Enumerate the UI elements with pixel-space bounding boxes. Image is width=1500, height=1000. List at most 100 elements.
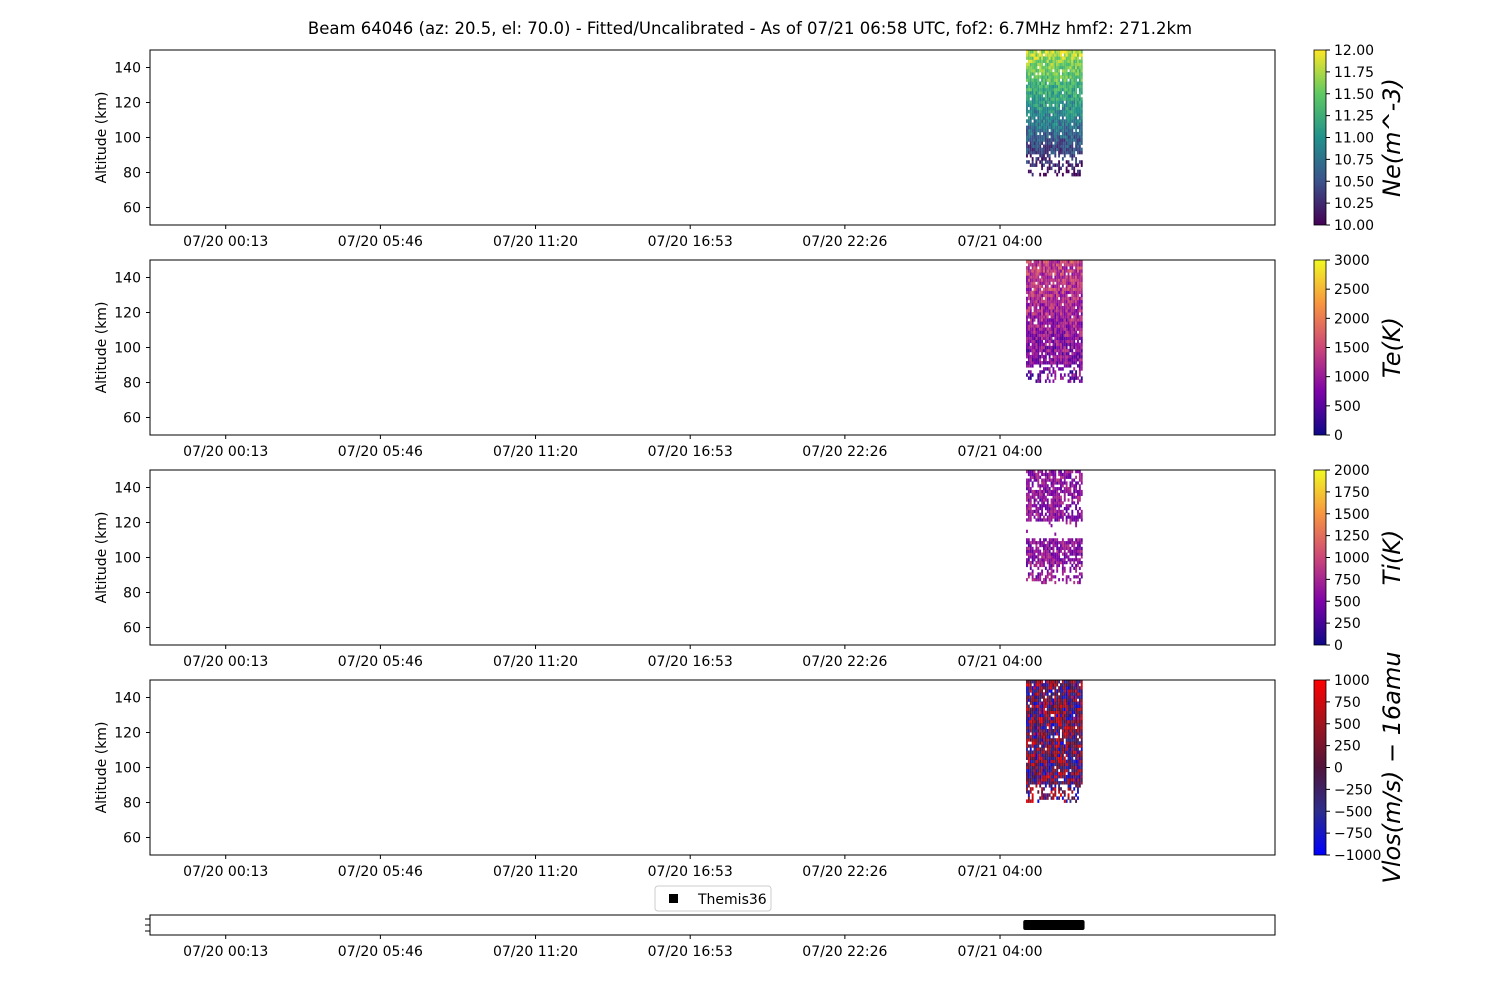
heatmap-cell <box>1078 558 1081 562</box>
heatmap-cell <box>1073 59 1076 63</box>
heatmap-cell <box>1035 358 1038 362</box>
heatmap-cell <box>1077 756 1079 761</box>
heatmap-cell <box>1037 312 1040 316</box>
heatmap-cell <box>1056 309 1059 313</box>
heatmap-cell <box>1052 312 1055 316</box>
heatmap-cell <box>1052 100 1055 104</box>
heatmap-cell <box>1043 538 1045 542</box>
heatmap-cell <box>1067 719 1070 724</box>
heatmap-cell <box>1046 275 1049 279</box>
heatmap-cell <box>1035 315 1038 319</box>
heatmap-cell <box>1044 698 1047 702</box>
heatmap-cell <box>1067 339 1070 344</box>
heatmap-cell <box>1054 710 1057 715</box>
heatmap-cell <box>1075 765 1078 770</box>
heatmap-cell <box>1029 290 1032 295</box>
heatmap-cell <box>1029 506 1032 511</box>
heatmap-cell <box>1031 771 1034 776</box>
heatmap-cell <box>1050 698 1053 702</box>
heatmap-cell <box>1078 781 1081 785</box>
heatmap-cell <box>1061 683 1064 687</box>
heatmap-cell <box>1069 361 1072 365</box>
heatmap-cell <box>1063 778 1066 782</box>
heatmap-cell <box>1063 713 1066 718</box>
heatmap-cell <box>1054 90 1057 95</box>
heatmap-cell <box>1048 309 1051 313</box>
heatmap-cell <box>1056 125 1059 130</box>
heatmap-cell <box>1058 144 1061 149</box>
heatmap-cell <box>1075 569 1078 573</box>
heatmap-cell <box>1043 518 1045 522</box>
heatmap-cell <box>1041 707 1044 712</box>
heatmap-cell <box>1061 741 1064 745</box>
heatmap-cell <box>1063 799 1066 803</box>
heatmap-cell <box>1063 272 1066 276</box>
heatmap-cell <box>1037 771 1040 776</box>
heatmap-cell <box>1033 281 1036 285</box>
heatmap-cell <box>1069 321 1072 325</box>
heatmap-cell <box>1041 90 1044 95</box>
heatmap-cell <box>1029 296 1032 301</box>
heatmap-cell <box>1065 719 1068 724</box>
heatmap-cell <box>1037 275 1040 279</box>
heatmap-cell <box>1061 330 1064 334</box>
heatmap-cell <box>1080 725 1083 730</box>
heatmap-cell <box>1037 515 1040 519</box>
heatmap-cell <box>1073 94 1076 98</box>
heatmap-cell <box>1063 747 1066 751</box>
heatmap-cell <box>1050 492 1053 496</box>
colorbar-label: Ti(K) <box>1378 530 1406 586</box>
heatmap-cell <box>1035 56 1038 60</box>
heatmap-cell <box>1071 299 1074 304</box>
heatmap-cell <box>1075 695 1078 699</box>
heatmap-cell <box>1069 778 1072 782</box>
heatmap-cell <box>1048 358 1051 362</box>
heatmap-cell <box>1052 287 1055 292</box>
heatmap-cell <box>1043 84 1045 89</box>
heatmap-cell <box>1073 778 1076 782</box>
heatmap-cell <box>1080 771 1083 776</box>
heatmap-cell <box>1050 759 1053 764</box>
colorbar-bar <box>1313 679 1327 856</box>
heatmap-cell <box>1071 147 1074 152</box>
heatmap-cell <box>1044 68 1047 73</box>
heatmap-cell <box>1031 122 1034 126</box>
heatmap-cell <box>1067 756 1070 761</box>
heatmap-cell <box>1054 336 1057 341</box>
heatmap-cell <box>1026 144 1028 149</box>
heatmap-cell <box>1058 59 1061 63</box>
heatmap-cell <box>1058 315 1061 319</box>
heatmap-cell <box>1061 689 1064 693</box>
heatmap-cell <box>1063 498 1066 502</box>
heatmap-cell <box>1052 370 1055 374</box>
heatmap-cell <box>1050 358 1053 362</box>
heatmap-cell <box>1075 68 1078 73</box>
heatmap-cell <box>1027 515 1030 519</box>
heatmap-cell <box>1052 296 1055 301</box>
heatmap-cell <box>1067 272 1070 276</box>
heatmap-cell <box>1043 315 1045 319</box>
heatmap-cell <box>1033 65 1036 70</box>
heatmap-cell <box>1060 774 1062 779</box>
heatmap-cell <box>1065 309 1068 313</box>
heatmap-cell <box>1077 716 1079 721</box>
heatmap-cell <box>1080 100 1083 104</box>
heatmap-cell <box>1065 302 1068 307</box>
heatmap-cell <box>1071 692 1074 696</box>
heatmap-cell <box>1075 272 1078 276</box>
heatmap-cell <box>1063 309 1066 313</box>
heatmap-cell <box>1027 504 1030 508</box>
heatmap-cell <box>1033 732 1036 736</box>
heatmap-cell <box>1075 686 1078 690</box>
heatmap-cell <box>1061 561 1064 565</box>
heatmap-cell <box>1052 484 1055 488</box>
heatmap-cell <box>1037 106 1040 111</box>
heatmap-cell <box>1078 97 1081 101</box>
heatmap-cell <box>1077 549 1079 553</box>
heatmap-cell <box>1029 163 1032 167</box>
heatmap-cell <box>1044 172 1047 177</box>
heatmap-cell <box>1046 78 1049 82</box>
heatmap-cell <box>1041 498 1044 502</box>
heatmap-cell <box>1078 113 1081 117</box>
heatmap-cell <box>1069 578 1072 582</box>
